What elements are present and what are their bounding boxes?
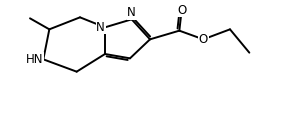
Text: O: O: [199, 33, 208, 46]
Text: N: N: [127, 6, 136, 19]
Text: N: N: [96, 21, 105, 34]
Text: O: O: [177, 4, 186, 17]
Text: HN: HN: [26, 53, 43, 66]
